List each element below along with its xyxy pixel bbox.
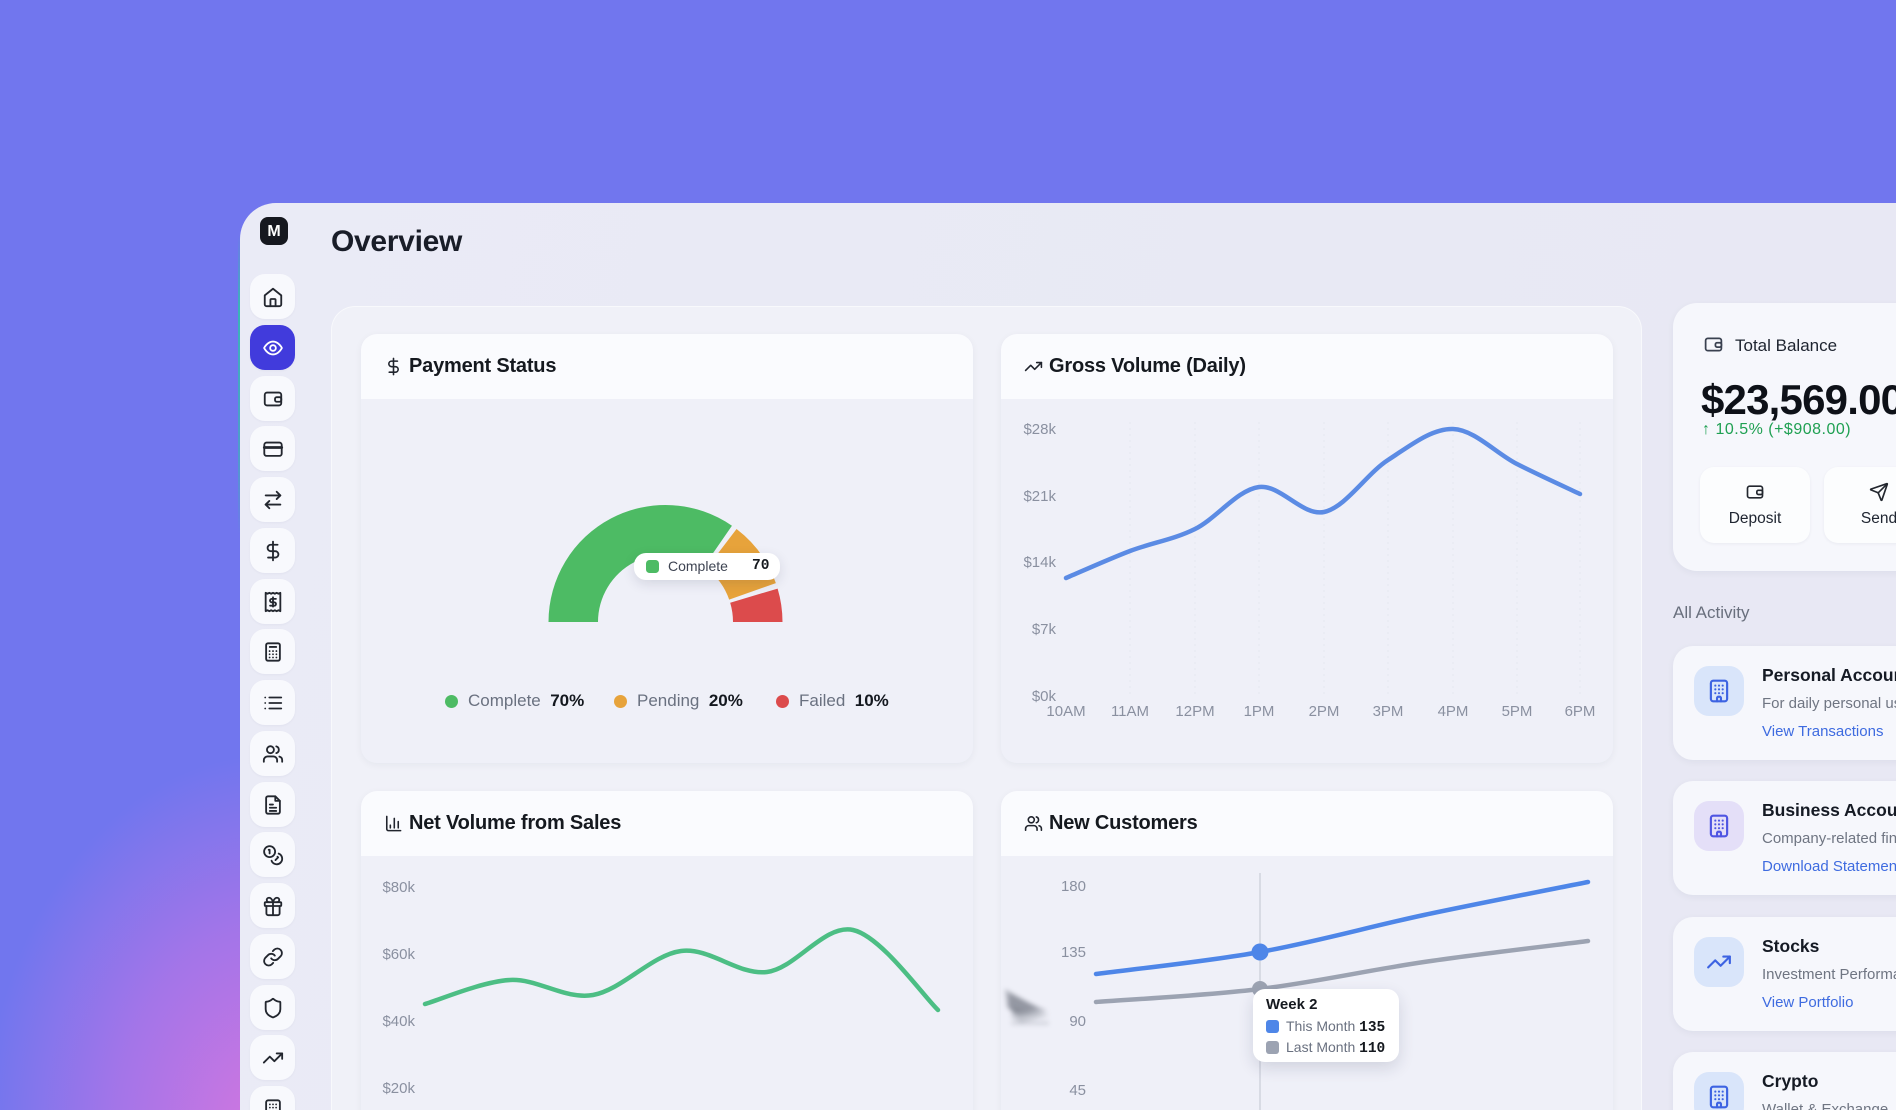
svg-text:$40k: $40k bbox=[382, 1013, 415, 1030]
svg-text:$80k: $80k bbox=[382, 879, 415, 896]
svg-text:12PM: 12PM bbox=[1175, 703, 1214, 720]
svg-text:$28k: $28k bbox=[1023, 421, 1056, 438]
svg-text:$0k: $0k bbox=[1032, 688, 1057, 705]
svg-text:180: 180 bbox=[1061, 878, 1086, 895]
svg-text:$60k: $60k bbox=[382, 946, 415, 963]
svg-text:$14k: $14k bbox=[1023, 554, 1056, 571]
svg-text:$21k: $21k bbox=[1023, 488, 1056, 505]
svg-text:135: 135 bbox=[1061, 944, 1086, 961]
svg-text:3PM: 3PM bbox=[1373, 703, 1404, 720]
svg-text:10AM: 10AM bbox=[1046, 703, 1085, 720]
svg-text:2PM: 2PM bbox=[1309, 703, 1340, 720]
svg-text:$20k: $20k bbox=[382, 1080, 415, 1097]
svg-text:5PM: 5PM bbox=[1502, 703, 1533, 720]
svg-text:6PM: 6PM bbox=[1565, 703, 1596, 720]
svg-text:90: 90 bbox=[1069, 1013, 1086, 1030]
svg-text:$7k: $7k bbox=[1032, 621, 1057, 638]
svg-text:45: 45 bbox=[1069, 1082, 1086, 1099]
svg-text:1PM: 1PM bbox=[1244, 703, 1275, 720]
svg-text:11AM: 11AM bbox=[1111, 703, 1149, 720]
svg-text:4PM: 4PM bbox=[1438, 703, 1469, 720]
